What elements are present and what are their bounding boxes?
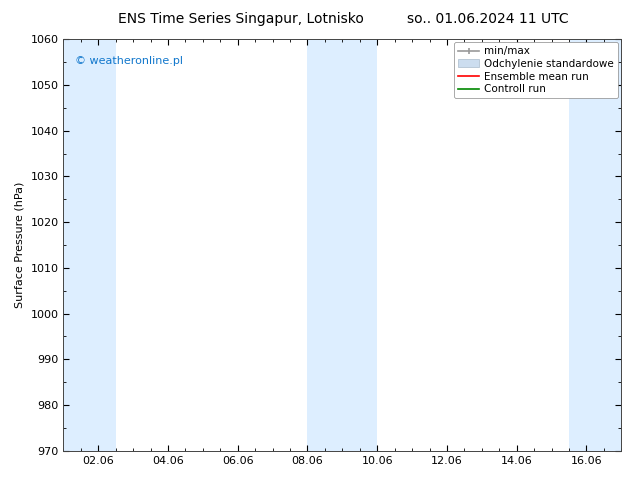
Legend: min/max, Odchylenie standardowe, Ensemble mean run, Controll run: min/max, Odchylenie standardowe, Ensembl… [454,42,618,98]
Y-axis label: Surface Pressure (hPa): Surface Pressure (hPa) [15,182,25,308]
Text: © weatheronline.pl: © weatheronline.pl [75,56,183,66]
Bar [569,39,621,451]
Text: ENS Time Series Singapur, Lotnisko: ENS Time Series Singapur, Lotnisko [118,12,364,26]
Bar [63,39,115,451]
Text: so.. 01.06.2024 11 UTC: so.. 01.06.2024 11 UTC [408,12,569,26]
Bar [307,39,377,451]
